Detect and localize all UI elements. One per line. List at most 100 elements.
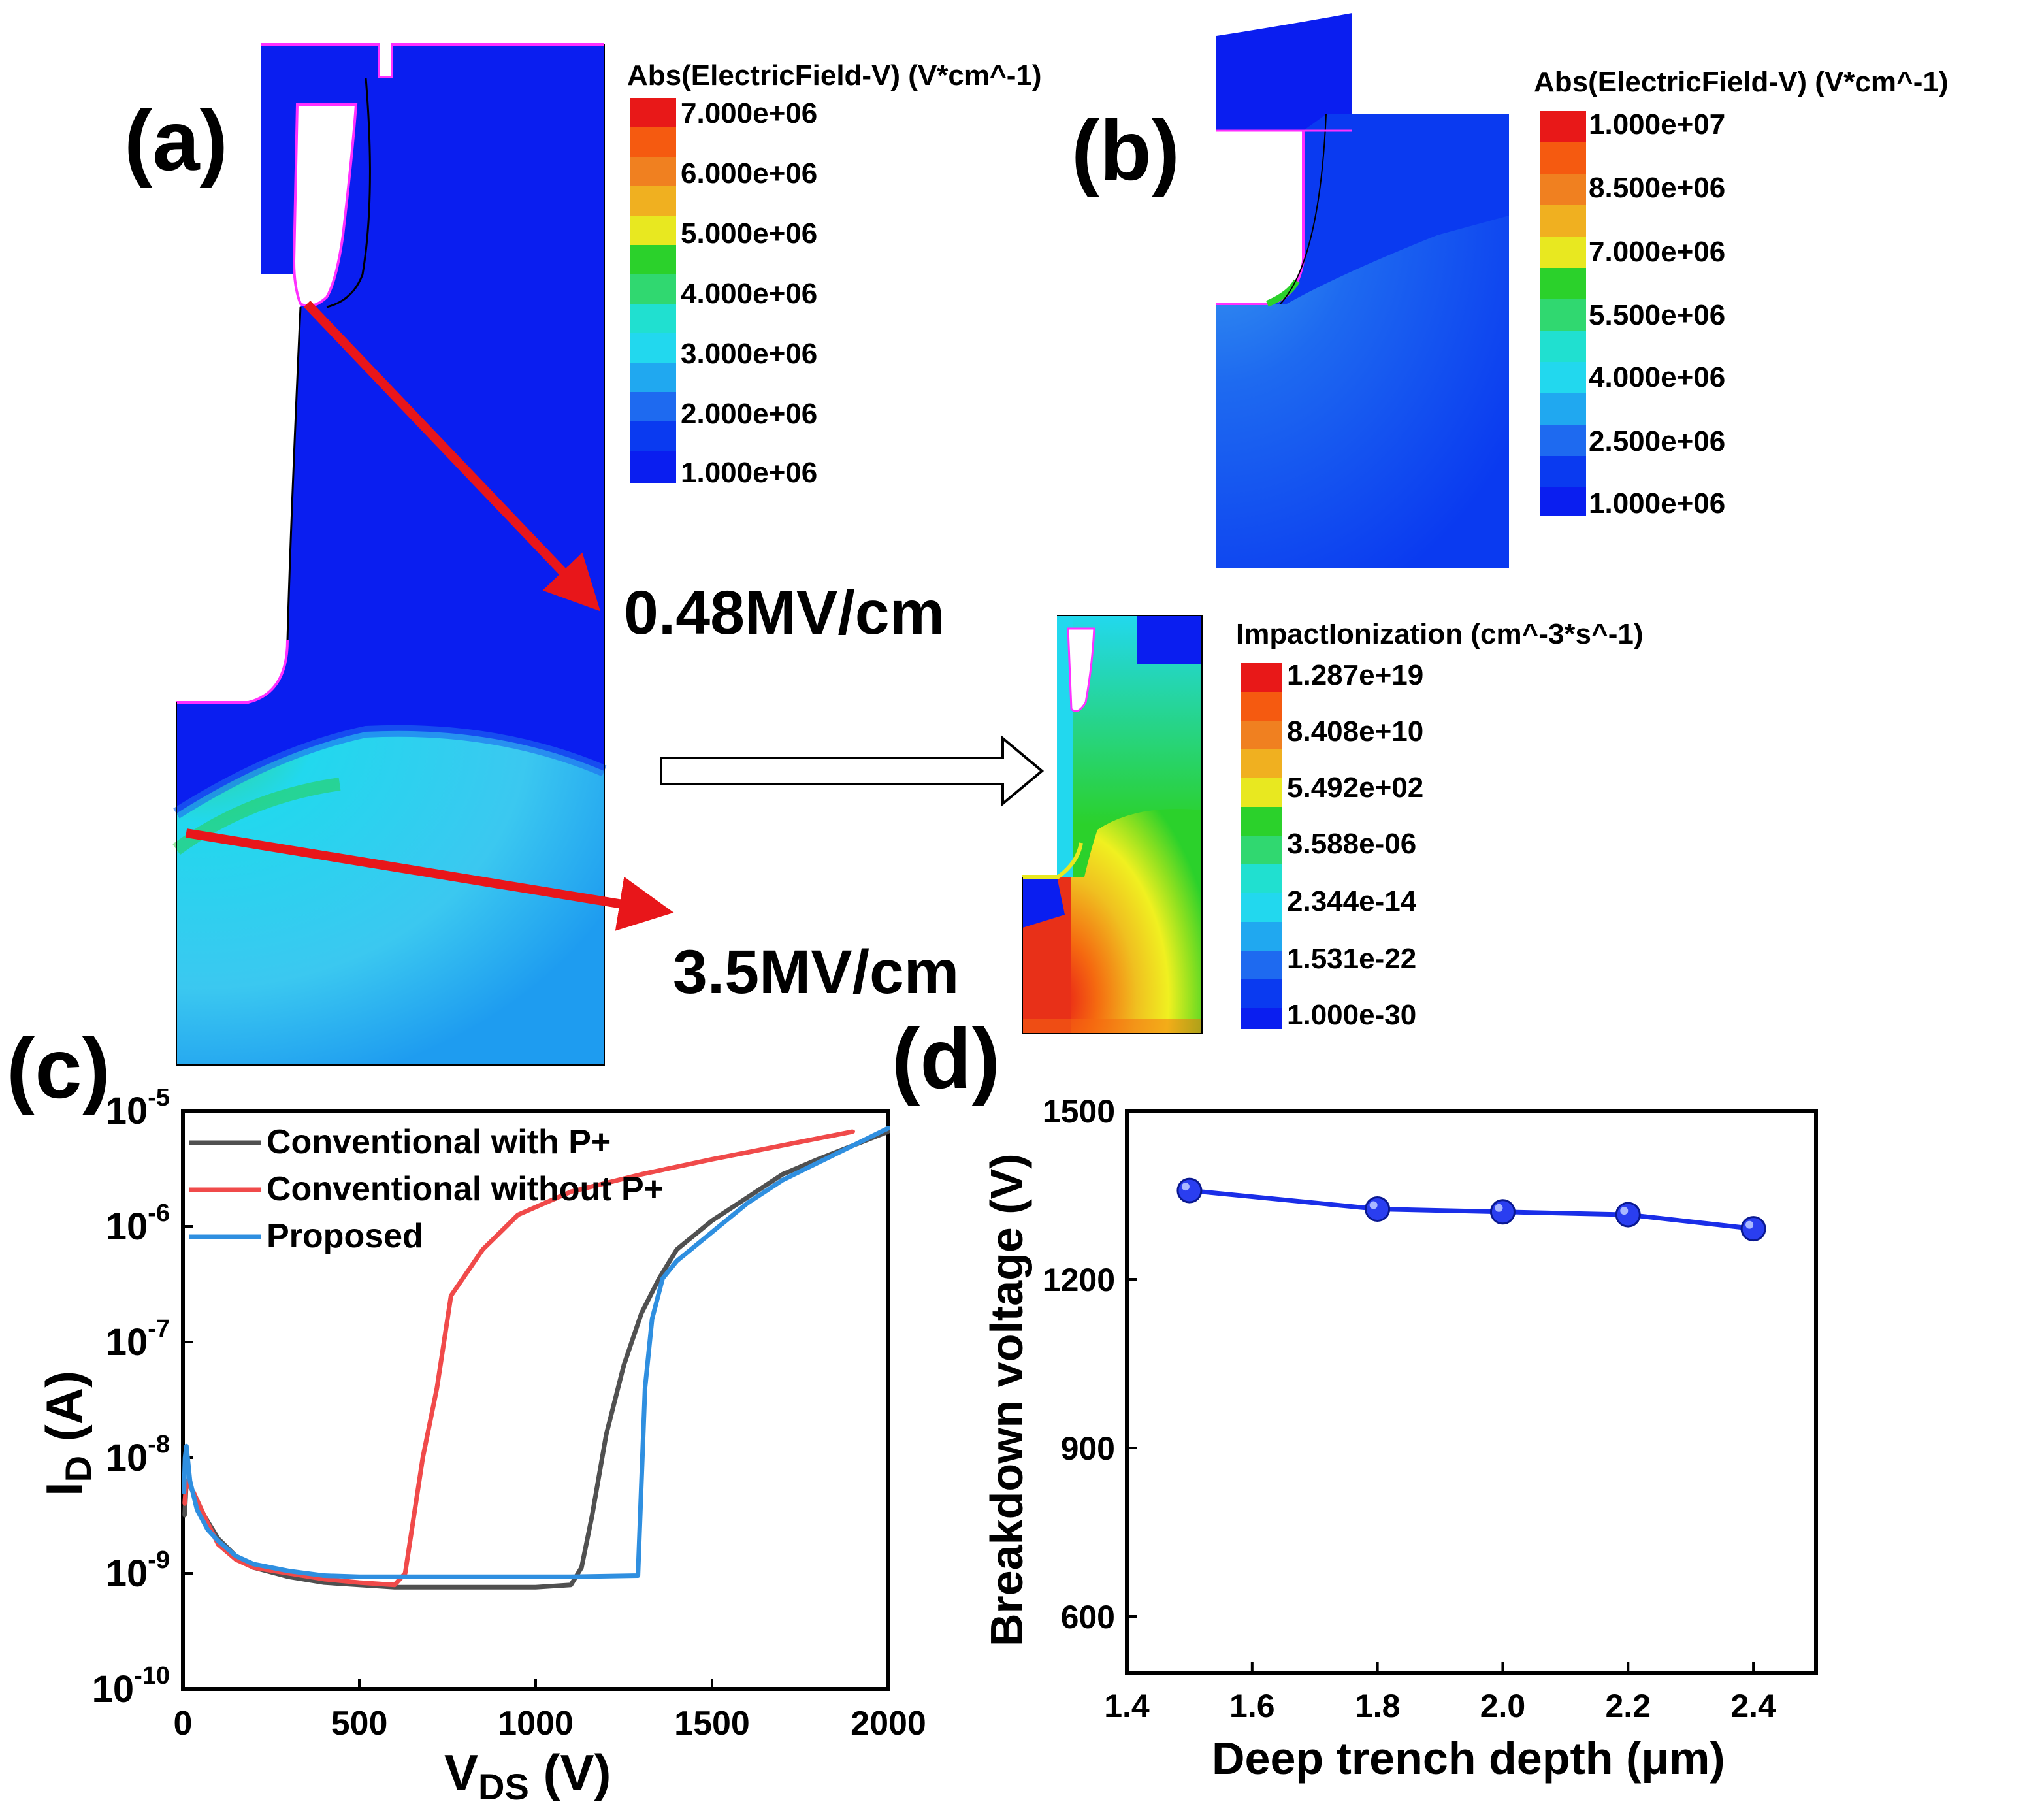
- chart-c-series-point-0: [675, 1247, 679, 1252]
- chart-c-series-point-2: [216, 1539, 220, 1543]
- chart-d-point-highlight: [1620, 1207, 1629, 1215]
- chart-c-legend-label-2: Proposed: [267, 1217, 423, 1255]
- chart-c-series-point-2: [234, 1554, 238, 1558]
- chart-c-series-point-1: [569, 1189, 573, 1194]
- chart-d-ylabel: Breakdown voltage (V): [981, 1153, 1032, 1646]
- chart-c-series-point-1: [640, 1172, 643, 1177]
- chart-c-series-point-0: [745, 1195, 749, 1200]
- colorbar-a-tick-3: 4.000e+06: [681, 278, 817, 310]
- chart-d-line: [1189, 1188, 1754, 1232]
- chart-c-series-point-2: [184, 1444, 189, 1449]
- chart-c-ytick-label: 10-10: [92, 1662, 170, 1711]
- colorbar-b-tick-4: 4.000e+06: [1589, 361, 1725, 393]
- colorbar-impact-tick-1: 8.408e+10: [1287, 715, 1423, 747]
- arrow-to-bottom-annotation: [185, 828, 674, 931]
- chart-d-xlabel: Deep trench depth (μm): [1212, 1733, 1725, 1784]
- colorbar-a-tick-4: 3.000e+06: [681, 338, 817, 370]
- chart-c-series-point-0: [287, 1575, 291, 1579]
- colorbar-a-title: Abs(ElectricField-V) (V*cm^-1): [627, 59, 1042, 91]
- device-a-field-map: [172, 43, 607, 1066]
- chart-d-frame: [1125, 1109, 1818, 1675]
- colorbar-impact-tick-4: 2.344e-14: [1287, 885, 1417, 917]
- panel-b-label: (b): [1071, 103, 1180, 198]
- chart-c-series-point-1: [393, 1582, 397, 1587]
- chart-c-series-point-2: [643, 1386, 647, 1390]
- colorbar-a-tick-6: 1.000e+06: [681, 457, 817, 489]
- device-impact-map: [1022, 615, 1203, 1034]
- chart-c-series-point-2: [710, 1230, 714, 1234]
- panel-impact-ionization: ImpactIonization (cm^-3*s^-1) 1.287e+19 …: [1022, 615, 1643, 1034]
- chart-d-point: [1489, 1199, 1516, 1225]
- chart-d-xtick-label: 2.0: [1480, 1688, 1526, 1724]
- chart-c-series-point-1: [182, 1501, 187, 1506]
- chart-c-series-point-1: [357, 1581, 361, 1585]
- chart-d-xtick-label: 1.4: [1104, 1688, 1150, 1724]
- chart-c-series-point-1: [449, 1294, 453, 1298]
- chart-c-series-point-2: [183, 1456, 187, 1460]
- chart-c-series-point-2: [287, 1569, 291, 1573]
- chart-c-series-point-1: [322, 1577, 326, 1581]
- chart-c-series-point-0: [463, 1585, 467, 1590]
- chart-c-xlabel: VDS (V): [444, 1744, 611, 1802]
- chart-c-series-point-2: [322, 1573, 326, 1578]
- chart-c-series-point-0: [579, 1565, 584, 1570]
- chart-c-series-point-0: [604, 1432, 608, 1437]
- colorbar-b-tick-2: 7.000e+06: [1589, 236, 1725, 268]
- chart-c-series-point-0: [710, 1219, 714, 1223]
- chart-c-series-point-1: [781, 1143, 785, 1148]
- colorbar-impact-tick-0: 1.287e+19: [1287, 659, 1423, 691]
- annotation-3-5mv: 3.5MV/cm: [673, 938, 959, 1007]
- colorbar-b-tick-6: 1.000e+06: [1589, 487, 1725, 519]
- panel-d-label: (d): [892, 1011, 1000, 1106]
- chart-c-series: [182, 1126, 890, 1590]
- colorbar-b-title: Abs(ElectricField-V) (V*cm^-1): [1534, 66, 1949, 98]
- colorbar-a-tick-1: 6.000e+06: [681, 157, 817, 189]
- chart-d-ytick-label: 1500: [1043, 1093, 1115, 1130]
- chart-c-series-point-1: [516, 1213, 520, 1217]
- colorbar-impact-tick-6: 1.000e-30: [1287, 999, 1416, 1031]
- chart-c-series-point-2: [640, 1479, 643, 1483]
- chart-d-ytick-label: 1200: [1043, 1262, 1115, 1298]
- chart-c-series-point-0: [322, 1581, 326, 1585]
- colorbar-impact: ImpactIonization (cm^-3*s^-1) 1.287e+19 …: [1236, 618, 1643, 1031]
- colorbar-b-tick-1: 8.500e+06: [1589, 172, 1725, 204]
- panel-b: (b) Abs(ElectricField-V) (V*cm^-1): [1071, 13, 1949, 568]
- colorbar-b: Abs(ElectricField-V) (V*cm^-1) 1.000e+07…: [1534, 66, 1949, 519]
- chart-c-series-point-0: [590, 1513, 594, 1518]
- chart-c-series-point-0: [622, 1363, 626, 1368]
- chart-c-series-point-1: [851, 1129, 855, 1134]
- chart-c-series-point-2: [851, 1143, 855, 1148]
- panel-c: (c) 0 500 1000 1500 2000 10-10 10-9 10-8 10-7 10-…: [7, 1021, 926, 1802]
- chart-c-series-point-1: [481, 1247, 485, 1252]
- chart-c-series-point-1: [403, 1571, 408, 1575]
- chart-d-point-highlight: [1745, 1220, 1754, 1229]
- annotation-0-48mv: 0.48MV/cm: [624, 578, 945, 647]
- chart-c-xtick-label: 2000: [851, 1705, 926, 1743]
- chart-c-series-point-2: [428, 1575, 432, 1579]
- chart-c-series-point-1: [710, 1157, 714, 1162]
- chart-d-series: [1176, 1177, 1766, 1242]
- chart-c-ylabel: ID (A): [35, 1371, 99, 1496]
- chart-c-series-point-2: [182, 1490, 186, 1495]
- colorbar-impact-tick-5: 1.531e-22: [1287, 943, 1416, 975]
- chart-c-series-point-0: [569, 1582, 573, 1587]
- chart-d-point: [1365, 1196, 1391, 1222]
- device-b-field-map: [1216, 13, 1509, 568]
- colorbar-a-tick-0: 7.000e+06: [681, 97, 817, 129]
- chart-c-ytick-label: 10-5: [106, 1084, 170, 1132]
- chart-c-series-point-2: [675, 1259, 679, 1264]
- colorbar-a: Abs(ElectricField-V) (V*cm^-1) 7.000e+06…: [627, 59, 1042, 489]
- arrow-to-top-annotation: [303, 301, 600, 612]
- chart-c-xtick-label: 500: [331, 1705, 388, 1743]
- colorbar-impact-tick-2: 5.492e+02: [1287, 772, 1423, 804]
- colorbar-b-tick-0: 1.000e+07: [1589, 108, 1725, 140]
- chart-c-legend-label-1: Conventional without P+: [267, 1170, 664, 1208]
- chart-c-xtick-label: 1000: [498, 1705, 574, 1743]
- colorbar-impact-title: ImpactIonization (cm^-3*s^-1): [1236, 618, 1643, 650]
- chart-c-series-point-2: [816, 1160, 820, 1165]
- chart-c-series-point-2: [781, 1178, 785, 1183]
- chart-d-point: [1615, 1202, 1641, 1228]
- chart-c-series-point-0: [781, 1172, 785, 1177]
- chart-c-series-point-0: [640, 1311, 643, 1315]
